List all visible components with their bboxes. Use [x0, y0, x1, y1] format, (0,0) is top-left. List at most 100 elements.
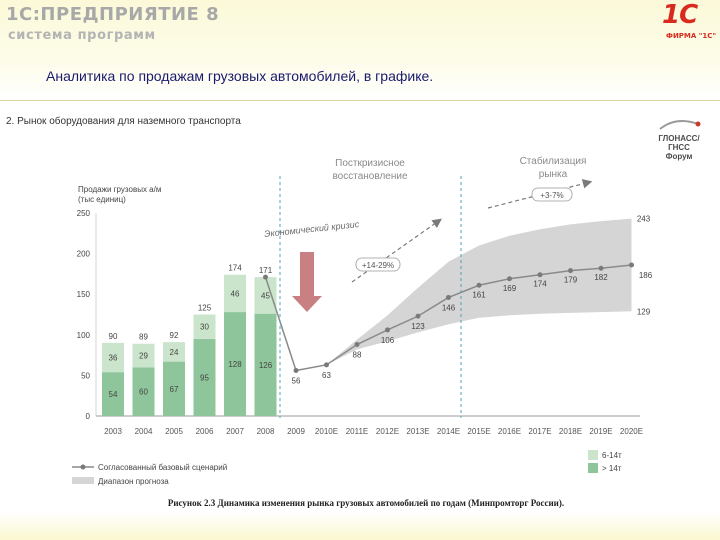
y-tick-label: 200	[77, 250, 91, 259]
partner-logo-line1: ГЛОНАСС/ГНСС	[658, 134, 700, 152]
bar-value-label: 29	[139, 352, 148, 361]
phase2-rate: +3-7%	[540, 191, 563, 200]
x-tick-label: 2014E	[437, 427, 460, 436]
bar-segment-over-14t	[254, 313, 277, 416]
legend-line-label: Согласованный базовый сценарий	[98, 463, 227, 472]
scenario-value-label: 161	[472, 290, 486, 299]
header-divider	[0, 100, 720, 101]
bar-value-label: 24	[170, 348, 179, 357]
bar-segment-over-14t	[132, 367, 155, 416]
x-tick-label: 2016E	[498, 427, 521, 436]
bar-segment-over-14t	[163, 361, 185, 416]
footer-band	[0, 512, 720, 540]
x-tick-label: 2009	[287, 427, 305, 436]
x-tick-label: 2011E	[346, 427, 369, 436]
bar-segment-6-14t	[254, 277, 277, 314]
phase1-heading-line1: Посткризисное	[335, 158, 405, 169]
phase2-rate-box	[531, 187, 573, 202]
bar-total-label: 171	[259, 266, 273, 275]
bar-segment-6-14t	[224, 274, 246, 313]
bar-value-label: 128	[228, 360, 242, 369]
bar-value-label: 46	[231, 289, 240, 298]
bar-value-label: 95	[200, 373, 209, 382]
scenario-point	[354, 342, 360, 348]
x-tick-label: 2005	[165, 427, 183, 436]
scenario-point	[476, 282, 482, 288]
bar-segment-6-14t	[193, 314, 216, 339]
x-tick-label: 2006	[196, 427, 214, 436]
figure-caption: Рисунок 2.3 Динамика изменения рынка гру…	[168, 498, 564, 508]
brand-title: 1С:ПРЕДПРИЯТИЕ 8	[6, 4, 220, 25]
y-tick-label: 50	[81, 371, 90, 380]
bar-segment-over-14t	[102, 372, 124, 416]
bar-value-label: 36	[109, 354, 118, 363]
bar-value-label: 54	[109, 390, 118, 399]
forecast-range-band	[326, 218, 632, 365]
bar-total-label: 89	[139, 333, 148, 342]
legend-over-14t-label: > 14т	[602, 464, 622, 473]
scenario-point	[385, 327, 390, 333]
x-tick-label: 2013E	[406, 427, 429, 436]
x-tick-label: 2020E	[620, 427, 643, 436]
brand-subtitle: система программ	[8, 28, 156, 43]
x-tick-label: 2008	[257, 427, 275, 436]
scenario-point	[507, 276, 512, 282]
x-tick-label: 2017E	[528, 427, 551, 436]
logo-caption: ФИРМА "1С"	[666, 32, 717, 40]
legend-band-swatch	[72, 477, 94, 484]
phase2-heading-line2: рынка	[539, 169, 568, 180]
bar-segment-6-14t	[102, 342, 124, 373]
logo-1c-icon: 1С	[662, 0, 698, 30]
x-tick-label: 2007	[226, 427, 244, 436]
slide-title: Аналитика по продажам грузовых автомобил…	[46, 68, 434, 84]
bar-total-label: 174	[228, 264, 242, 273]
scenario-value-label: 88	[353, 351, 362, 360]
scenario-point	[537, 272, 543, 278]
x-tick-label: 2003	[104, 427, 122, 436]
partner-logo-line2: Форум	[665, 152, 693, 161]
x-tick-label: 2010E	[315, 427, 338, 436]
glonass-forum-logo: ГЛОНАСС/ГНСС Форум	[648, 118, 710, 161]
x-tick-label: 2004	[135, 427, 153, 436]
legend-line-point	[80, 464, 86, 470]
x-tick-label: 2015E	[467, 427, 490, 436]
scenario-point	[263, 274, 268, 280]
scenario-point	[629, 262, 634, 268]
band-lower-label: 129	[637, 307, 651, 316]
y-tick-label: 0	[86, 412, 91, 421]
section-title: 2. Рынок оборудования для наземного тран…	[6, 115, 241, 127]
scenario-value-label: 63	[322, 371, 331, 380]
bar-value-label: 67	[170, 385, 179, 394]
y-tick-label: 100	[77, 331, 91, 340]
bar-total-label: 92	[170, 331, 179, 340]
legend-6-14t-swatch	[588, 450, 598, 460]
y-axis-label-line2: (тыс единиц)	[78, 195, 126, 204]
y-tick-label: 250	[77, 209, 91, 218]
scenario-point	[293, 368, 299, 374]
bar-value-label: 60	[139, 388, 148, 397]
phase2-heading-line1: Стабилизация	[520, 155, 587, 167]
scenario-value-label: 179	[564, 276, 578, 285]
bar-total-label: 125	[198, 304, 212, 313]
header-band	[0, 0, 720, 100]
phase1-growth-arrow	[351, 218, 442, 283]
legend-over-14t-swatch	[588, 463, 598, 473]
bar-value-label: 30	[200, 323, 209, 332]
band-upper-label: 243	[637, 215, 651, 224]
scenario-point	[568, 268, 573, 274]
bar-value-label: 45	[261, 291, 270, 300]
crisis-arrow-icon	[292, 252, 322, 312]
scenario-value-label: 123	[411, 322, 425, 331]
phase1-rate: +14-29%	[362, 261, 394, 270]
bar-segment-6-14t	[163, 342, 185, 362]
x-tick-label: 2012E	[376, 427, 399, 436]
bar-segment-over-14t	[224, 312, 246, 416]
x-tick-label: 2018E	[559, 427, 582, 436]
scenario-value-label: 56	[292, 377, 301, 386]
phase1-rate-box	[355, 257, 401, 272]
x-tick-label: 2019E	[589, 427, 612, 436]
phase1-heading-line2: восстановление	[332, 171, 407, 182]
scenario-point	[324, 362, 329, 368]
bar-segment-over-14t	[193, 338, 216, 416]
bar-value-label: 126	[259, 361, 273, 370]
